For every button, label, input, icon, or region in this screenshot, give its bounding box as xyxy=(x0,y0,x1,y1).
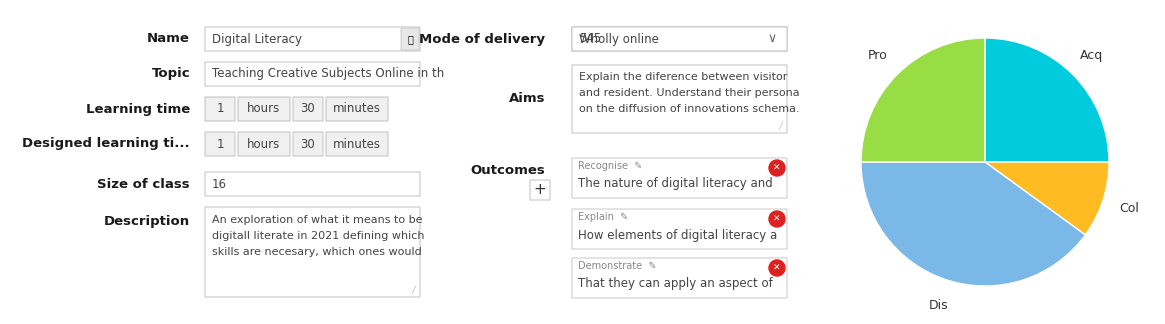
Text: 16: 16 xyxy=(212,178,227,191)
Text: An exploration of what it means to be
digitall literate in 2021 defining which
s: An exploration of what it means to be di… xyxy=(212,215,424,257)
FancyBboxPatch shape xyxy=(326,97,388,121)
Text: Digital Literacy: Digital Literacy xyxy=(212,32,302,45)
Text: Acq: Acq xyxy=(1080,49,1103,62)
Wedge shape xyxy=(984,162,1109,235)
Text: Name: Name xyxy=(147,32,190,45)
Text: 30: 30 xyxy=(301,102,316,115)
Text: Aims: Aims xyxy=(508,92,545,106)
Text: 1: 1 xyxy=(217,102,224,115)
Circle shape xyxy=(769,211,785,227)
Wedge shape xyxy=(861,38,984,162)
Text: Col: Col xyxy=(1118,202,1139,215)
Text: Description: Description xyxy=(104,214,190,227)
Text: hours: hours xyxy=(247,102,281,115)
Text: minutes: minutes xyxy=(333,102,381,115)
FancyBboxPatch shape xyxy=(205,172,421,196)
Text: minutes: minutes xyxy=(333,137,381,151)
FancyBboxPatch shape xyxy=(294,132,323,156)
Text: ✕: ✕ xyxy=(774,164,781,172)
Text: Explain the diference between visitor
and resident. Understand their persona
on : Explain the diference between visitor an… xyxy=(579,72,799,114)
Text: ╱: ╱ xyxy=(411,286,416,294)
Text: hours: hours xyxy=(247,137,281,151)
Text: Outcomes: Outcomes xyxy=(471,164,545,177)
Text: Size of class: Size of class xyxy=(98,178,190,191)
Text: Demonstrate  ✎: Demonstrate ✎ xyxy=(578,261,657,271)
Text: 545: 545 xyxy=(579,32,601,45)
FancyBboxPatch shape xyxy=(205,97,235,121)
FancyBboxPatch shape xyxy=(572,27,788,51)
FancyBboxPatch shape xyxy=(530,180,550,200)
Text: Topic: Topic xyxy=(151,67,190,80)
FancyBboxPatch shape xyxy=(326,132,388,156)
Text: That they can apply an aspect of: That they can apply an aspect of xyxy=(578,277,772,291)
Text: ✕: ✕ xyxy=(774,263,781,272)
Text: Mode of delivery: Mode of delivery xyxy=(419,32,545,45)
FancyBboxPatch shape xyxy=(294,97,323,121)
FancyBboxPatch shape xyxy=(572,27,788,51)
Text: Wholly online: Wholly online xyxy=(579,32,659,45)
Text: Pro: Pro xyxy=(868,49,888,62)
Text: The nature of digital literacy and: The nature of digital literacy and xyxy=(578,178,772,191)
Circle shape xyxy=(769,260,785,276)
Text: Learning time: Learning time xyxy=(86,102,190,115)
FancyBboxPatch shape xyxy=(238,132,290,156)
Text: Teaching Creative Subjects Online in th: Teaching Creative Subjects Online in th xyxy=(212,67,444,80)
Text: Dis: Dis xyxy=(929,299,948,312)
Text: ╱: ╱ xyxy=(778,122,783,130)
Wedge shape xyxy=(861,162,1086,286)
Text: ∨: ∨ xyxy=(768,32,777,45)
FancyBboxPatch shape xyxy=(238,97,290,121)
Text: 🗒: 🗒 xyxy=(407,34,412,44)
FancyBboxPatch shape xyxy=(572,158,788,198)
FancyBboxPatch shape xyxy=(572,209,788,249)
FancyBboxPatch shape xyxy=(205,132,235,156)
Text: Recognise  ✎: Recognise ✎ xyxy=(578,161,642,171)
Text: Explain  ✎: Explain ✎ xyxy=(578,212,628,222)
Wedge shape xyxy=(984,38,1109,162)
FancyBboxPatch shape xyxy=(572,258,788,298)
FancyBboxPatch shape xyxy=(205,207,421,297)
Text: 30: 30 xyxy=(301,137,316,151)
FancyBboxPatch shape xyxy=(572,65,788,133)
FancyBboxPatch shape xyxy=(205,62,421,86)
Circle shape xyxy=(769,160,785,176)
Text: ✕: ✕ xyxy=(774,214,781,224)
Text: +: + xyxy=(534,182,546,198)
Text: Designed learning ti...: Designed learning ti... xyxy=(22,137,190,151)
FancyBboxPatch shape xyxy=(401,28,419,50)
Text: How elements of digital literacy a: How elements of digital literacy a xyxy=(578,228,777,241)
FancyBboxPatch shape xyxy=(205,27,421,51)
Text: 1: 1 xyxy=(217,137,224,151)
